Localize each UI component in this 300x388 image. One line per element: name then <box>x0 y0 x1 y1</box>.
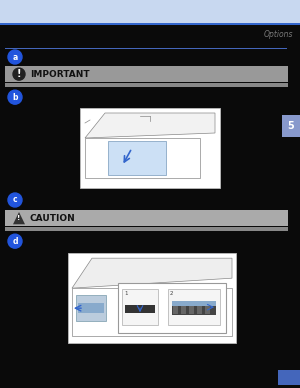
Text: b: b <box>12 93 18 102</box>
Bar <box>5 66 288 82</box>
Bar <box>72 288 232 336</box>
Circle shape <box>8 90 22 104</box>
Bar <box>181 306 186 314</box>
Polygon shape <box>72 258 232 288</box>
Bar <box>205 306 210 314</box>
Bar <box>85 138 200 178</box>
Bar <box>278 370 300 385</box>
Bar <box>173 306 178 314</box>
Polygon shape <box>85 113 215 138</box>
Text: IMPORTANT: IMPORTANT <box>30 70 90 79</box>
Bar <box>122 289 158 325</box>
Bar <box>282 115 300 137</box>
Text: !: ! <box>17 69 21 79</box>
Polygon shape <box>13 212 25 224</box>
Bar <box>125 305 155 313</box>
Bar <box>168 289 220 325</box>
Bar <box>0 23 300 25</box>
Bar <box>5 83 288 87</box>
Text: c: c <box>13 196 17 204</box>
Text: CAUTION: CAUTION <box>30 214 76 223</box>
Bar <box>108 141 166 175</box>
Circle shape <box>8 234 22 248</box>
Bar <box>5 227 288 231</box>
Text: d: d <box>12 237 18 246</box>
Circle shape <box>13 68 25 80</box>
Bar <box>197 306 202 314</box>
Bar <box>5 210 288 226</box>
Bar <box>189 306 194 314</box>
Bar <box>76 295 106 321</box>
Text: Options: Options <box>263 30 293 39</box>
Circle shape <box>8 193 22 207</box>
Bar <box>5 48 287 49</box>
Bar <box>68 253 236 343</box>
Text: 1: 1 <box>124 291 128 296</box>
Bar <box>172 301 216 306</box>
Circle shape <box>8 50 22 64</box>
Text: 2: 2 <box>170 291 173 296</box>
Bar <box>78 303 104 313</box>
Text: 5: 5 <box>288 121 294 131</box>
Bar <box>80 108 220 188</box>
Bar <box>172 301 216 315</box>
Bar <box>0 0 300 23</box>
Text: !: ! <box>17 215 21 221</box>
Bar <box>118 283 226 333</box>
Text: a: a <box>12 52 18 62</box>
